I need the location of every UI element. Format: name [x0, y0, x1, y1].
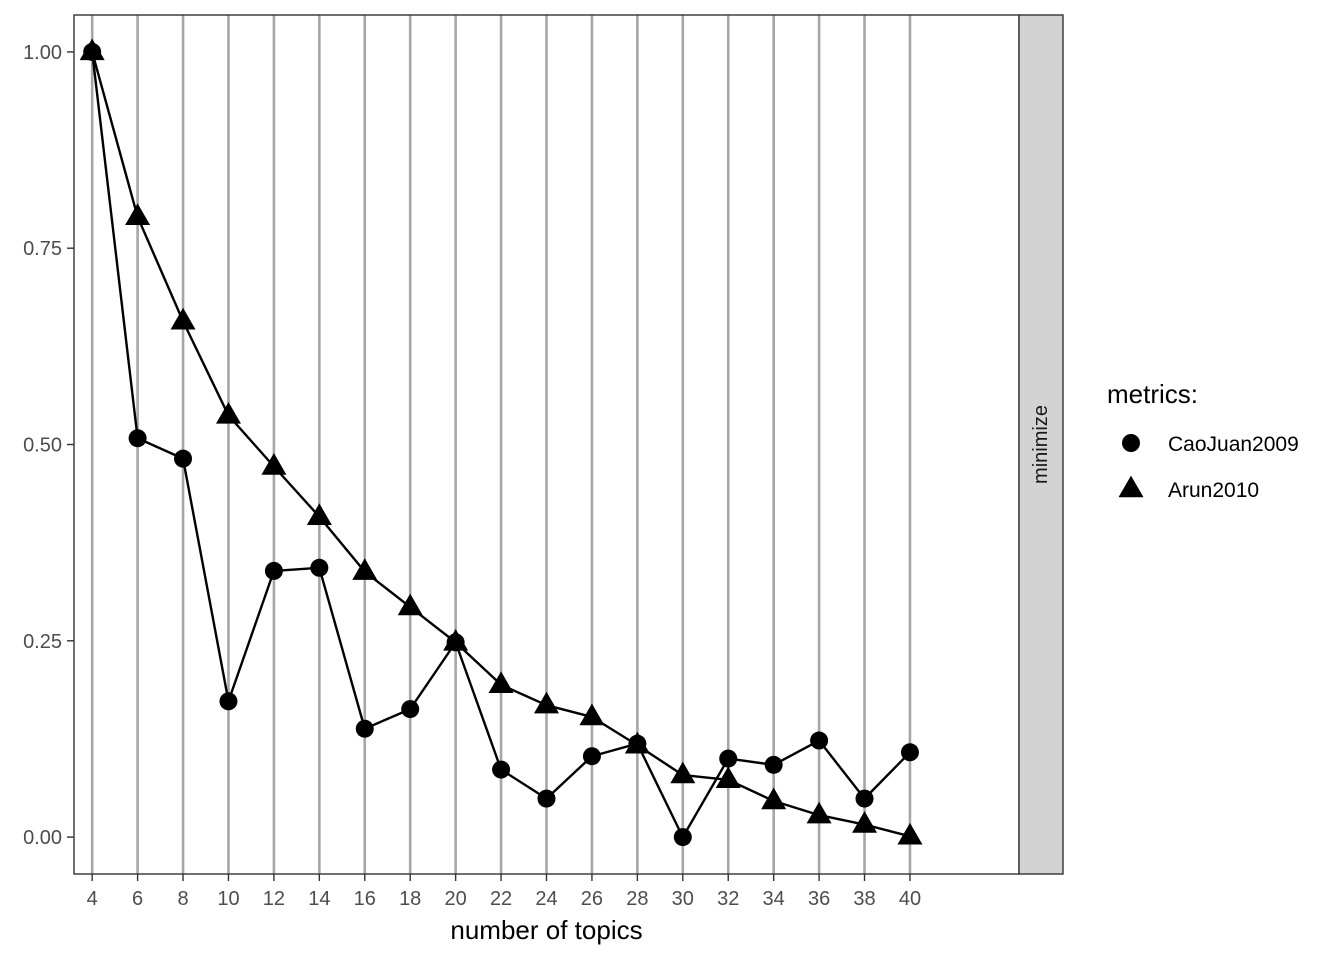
data-point-arun2010 — [670, 761, 696, 784]
data-point-arun2010 — [215, 402, 241, 424]
data-point-arun2010 — [534, 691, 559, 714]
data-point-arun2010 — [852, 811, 878, 833]
data-point-caojuan2009 — [174, 449, 193, 468]
data-point-arun2010 — [806, 801, 832, 824]
data-point-caojuan2009 — [219, 692, 238, 711]
data-point-caojuan2009 — [673, 828, 692, 847]
legend-key-caojuan2009 — [1122, 434, 1140, 452]
series-arun2010 — [79, 38, 923, 845]
data-point-caojuan2009 — [810, 731, 829, 750]
x-tick-label: 8 — [177, 888, 188, 910]
legend-key-arun2010 — [1118, 475, 1144, 498]
data-point-caojuan2009 — [310, 558, 329, 577]
x-tick-label: 28 — [626, 888, 648, 910]
data-point-arun2010 — [488, 671, 514, 693]
legend-title: metrics: — [1107, 379, 1198, 409]
x-tick-label: 20 — [445, 888, 467, 910]
data-point-arun2010 — [170, 307, 196, 330]
x-axis-title: number of topics — [450, 915, 642, 945]
facet-strip-box — [1018, 14, 1064, 875]
x-tick-label: 18 — [399, 888, 421, 910]
legend: metrics: CaoJuan2009 Arun2010 — [1107, 379, 1299, 502]
data-point-arun2010 — [306, 503, 332, 525]
data-point-arun2010 — [897, 822, 923, 845]
grid-layer — [90, 15, 912, 874]
data-point-arun2010 — [352, 558, 378, 580]
data-point-arun2010 — [125, 203, 151, 226]
x-tick-label: 22 — [490, 888, 512, 910]
series-layer — [79, 38, 923, 847]
data-point-arun2010 — [715, 766, 741, 789]
data-point-caojuan2009 — [855, 789, 874, 808]
x-tick-label: 10 — [217, 888, 239, 910]
x-tick-label: 24 — [535, 888, 557, 910]
data-point-caojuan2009 — [264, 561, 283, 580]
x-tick-label: 38 — [853, 888, 875, 910]
x-tick-label: 32 — [717, 888, 739, 910]
data-point-arun2010 — [443, 628, 469, 651]
data-point-arun2010 — [397, 593, 423, 616]
y-tick-label: 0.25 — [23, 631, 62, 653]
data-point-arun2010 — [79, 38, 105, 61]
x-tick-label: 26 — [581, 888, 603, 910]
series-caojuan2009 — [83, 42, 919, 847]
y-tick-label: 1.00 — [23, 42, 62, 64]
legend-item-arun2010: Arun2010 — [1118, 475, 1259, 502]
x-tick-label: 4 — [87, 888, 98, 910]
facet-strip: minimize — [1018, 14, 1064, 875]
data-point-caojuan2009 — [128, 429, 147, 448]
axis-layer: 4 6 8 10 12 14 16 18 20 22 24 26 28 30 32 34 36 38 40 0.00 0… — [23, 42, 921, 910]
x-tick-label: 12 — [263, 888, 285, 910]
x-tick-label: 14 — [308, 888, 330, 910]
x-tick-label: 16 — [354, 888, 376, 910]
data-point-caojuan2009 — [582, 747, 601, 766]
x-tick-label: 36 — [808, 888, 830, 910]
y-tick-label: 0.75 — [23, 238, 62, 260]
data-point-caojuan2009 — [900, 743, 919, 762]
data-point-arun2010 — [261, 453, 287, 475]
data-point-arun2010 — [624, 731, 650, 754]
x-tick-label: 34 — [763, 888, 785, 910]
x-tick-label: 6 — [132, 888, 143, 910]
data-point-arun2010 — [579, 703, 605, 726]
x-tick-label: 40 — [899, 888, 921, 910]
data-point-arun2010 — [761, 787, 787, 810]
x-tick-label: 30 — [672, 888, 694, 910]
data-point-caojuan2009 — [355, 719, 374, 738]
data-point-caojuan2009 — [492, 760, 511, 779]
data-point-caojuan2009 — [537, 789, 556, 808]
facet-strip-label: minimize — [1030, 405, 1052, 484]
data-point-caojuan2009 — [401, 700, 420, 719]
legend-label-caojuan2009: CaoJuan2009 — [1168, 433, 1299, 456]
y-tick-label: 0.50 — [23, 435, 62, 457]
data-point-caojuan2009 — [764, 755, 783, 774]
data-point-caojuan2009 — [719, 749, 738, 768]
y-tick-label: 0.00 — [23, 827, 62, 849]
legend-items: CaoJuan2009 Arun2010 — [1118, 433, 1299, 502]
legend-item-caojuan2009: CaoJuan2009 — [1122, 433, 1299, 456]
legend-label-arun2010: Arun2010 — [1168, 479, 1259, 502]
